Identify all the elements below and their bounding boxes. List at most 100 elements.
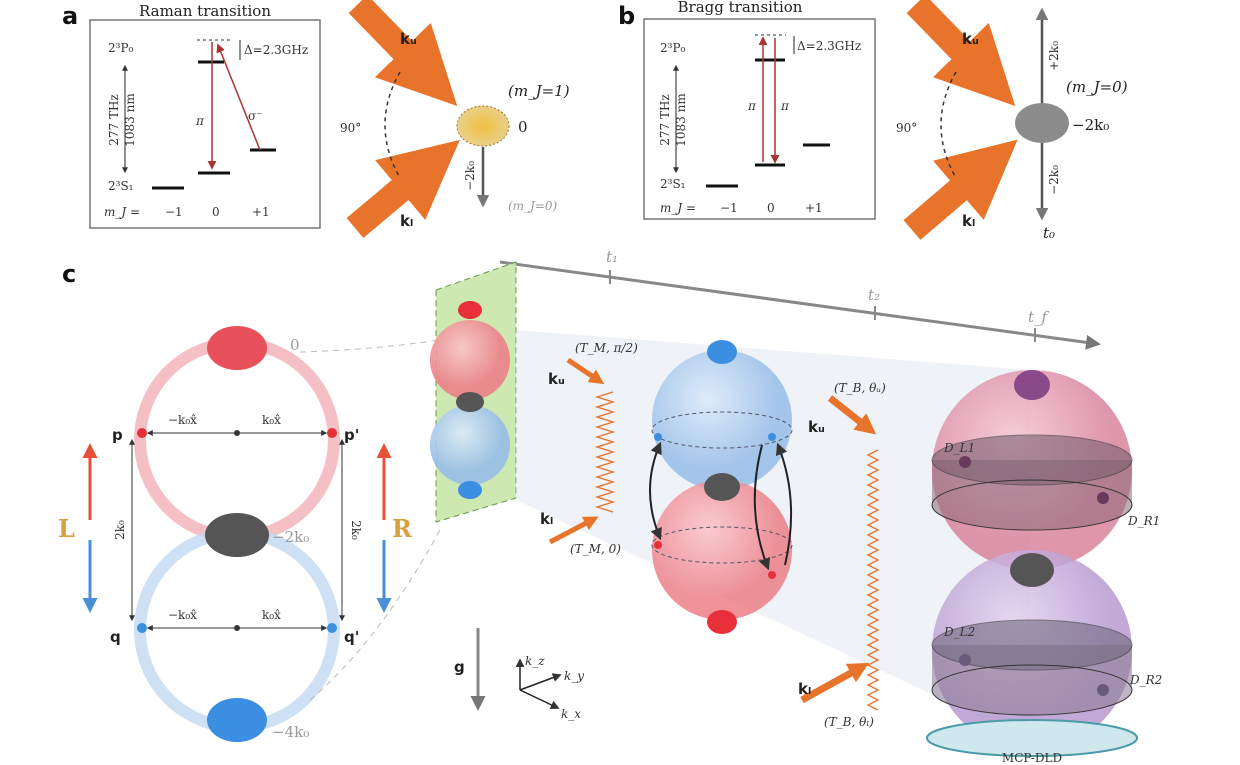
beam-label: kᵤ <box>808 418 825 436</box>
sigma-transition <box>216 43 261 151</box>
gray-cloud <box>704 473 740 501</box>
pi-label: π <box>780 99 790 113</box>
panel-a: a Raman transition 2³P₀ 2³S₁ 277 THz 108… <box>62 0 570 238</box>
atom-cloud <box>456 105 510 147</box>
pulse-zigzag <box>594 391 616 513</box>
axis-label: k_y <box>564 669 584 683</box>
pulse-zigzag <box>866 449 880 711</box>
panel-label: a <box>62 2 78 30</box>
point-q-prime <box>327 623 337 633</box>
momentum-label: −2k₀ <box>1072 116 1109 134</box>
time-label: t₂ <box>868 286 880 304</box>
panel-b: b Bragg transition 2³P₀ 2³S₁ 277 THz 108… <box>618 0 1128 242</box>
state-top-label: (m_J=1) <box>508 82 570 100</box>
frequency-label: 277 THz <box>658 94 672 146</box>
blue-sphere <box>652 350 792 490</box>
mj-value: −1 <box>165 205 183 219</box>
beam-upper-label: kᵤ <box>400 30 417 48</box>
level-diagram-box <box>643 18 876 220</box>
point <box>654 433 662 441</box>
beam-lower-arrow <box>346 139 460 238</box>
beam-lower-arrow <box>548 516 599 545</box>
beam-label: kₗ <box>540 510 553 528</box>
blue-cloud <box>207 698 267 742</box>
beam-upper-label: kᵤ <box>962 30 979 48</box>
panel-label: b <box>618 2 635 30</box>
detuning-label: Δ=2.3GHz <box>244 43 308 57</box>
detector-point <box>959 654 971 666</box>
lower-state-label: 2³S₁ <box>660 177 685 191</box>
blue-cloud <box>458 481 482 499</box>
detector-point <box>959 456 971 468</box>
atom-cloud <box>1015 103 1069 143</box>
mj-value: +1 <box>252 205 270 219</box>
detector-cylinder <box>931 619 1133 716</box>
frequency-label: 277 THz <box>107 94 121 146</box>
mj-value: 0 <box>212 205 220 219</box>
kick-down-label: −2k₀ <box>1047 165 1061 195</box>
gravity-label: g <box>454 658 465 676</box>
sigma-label: σ⁻ <box>248 109 263 123</box>
beam-upper-arrow <box>906 0 1016 106</box>
pulse-label: (T_B, θᵤ) <box>834 381 886 395</box>
detuning-label: Δ=2.3GHz <box>797 39 861 53</box>
vector-label: −k₀x̂ <box>168 413 197 427</box>
angle-label: 90° <box>340 121 361 135</box>
point <box>768 433 776 441</box>
blue-sphere <box>430 405 510 485</box>
panel-title: Bragg transition <box>678 0 803 16</box>
time-label: t_f <box>1028 308 1050 326</box>
time-axis <box>499 260 1101 350</box>
pulse-label: (T_M, π/2) <box>575 341 638 355</box>
red-sphere <box>430 320 510 400</box>
point-label: p' <box>344 426 359 444</box>
axis-label: k_z <box>525 654 545 668</box>
time-label: t₁ <box>606 248 618 266</box>
upper-state-label: 2³P₀ <box>108 41 134 55</box>
panel-label: c <box>62 260 76 288</box>
gray-cloud <box>1010 553 1054 587</box>
transition-arrow <box>753 444 771 571</box>
beam-lower-arrow <box>800 662 870 704</box>
beam-label: kₗ <box>798 680 811 698</box>
momentum-label: −2k₀ <box>272 528 309 546</box>
point-p <box>137 428 147 438</box>
state-label: (m_J=0) <box>1066 78 1128 96</box>
momentum-label: −4k₀ <box>272 723 309 741</box>
level-diagram-box <box>89 19 321 229</box>
center-dot <box>234 625 240 631</box>
beam-label: kᵤ <box>548 370 565 388</box>
point-p-prime <box>327 428 337 438</box>
gray-cloud <box>456 392 484 412</box>
point <box>768 571 776 579</box>
detector-name: MCP-DLD <box>1002 751 1062 765</box>
mj-value: 0 <box>767 201 775 215</box>
red-sphere <box>652 480 792 620</box>
vector-label: −k₀x̂ <box>168 608 197 622</box>
angle-arc <box>384 71 401 179</box>
panel-c: c t₁ t₂ t_f 0 −2k₀ −4k₀ p p' q q' −k₀x̂ … <box>58 248 1162 765</box>
detector-point <box>1097 492 1109 504</box>
red-cloud <box>458 301 482 319</box>
beam-lower-arrow <box>903 139 1018 240</box>
panel-title: Raman transition <box>139 2 271 20</box>
vector-label: k₀x̂ <box>262 608 281 622</box>
momentum-label: 0 <box>518 118 528 136</box>
point-label: q <box>110 628 121 646</box>
wavelength-label: 1083 nm <box>123 93 137 147</box>
detector-label: D_L2 <box>943 625 975 639</box>
L-label: L <box>58 514 75 543</box>
mj-label: m_J = <box>104 205 140 219</box>
detector-point <box>1097 684 1109 696</box>
pulse-label: (T_M, 0) <box>570 542 621 556</box>
blue-cloud <box>707 340 737 364</box>
pi-label: π <box>747 99 757 113</box>
transition-arrow <box>775 442 793 566</box>
lower-state-label: 2³S₁ <box>108 179 133 193</box>
transition-arrow <box>649 441 662 541</box>
red-cloud <box>207 326 267 370</box>
zoom-line <box>309 529 441 701</box>
angle-label: 90° <box>896 121 917 135</box>
point-label: p <box>112 426 123 444</box>
zoom-line <box>299 339 441 353</box>
